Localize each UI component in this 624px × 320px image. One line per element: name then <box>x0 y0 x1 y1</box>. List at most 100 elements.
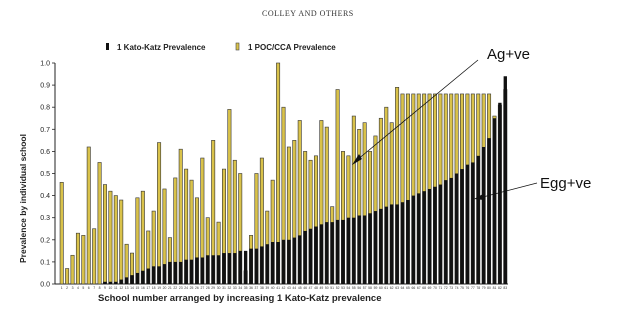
ag-arrowhead <box>352 154 362 165</box>
x-tick-label: 45 <box>298 286 302 290</box>
bar-kato-katz <box>222 253 226 284</box>
bar-kato-katz <box>157 266 161 284</box>
bar-kato-katz <box>476 155 480 284</box>
bar-kato-katz <box>135 272 140 284</box>
legend: 1 Kato-Katz Prevalence 1 POC/CCA Prevale… <box>106 42 336 52</box>
bar-kato-katz <box>298 235 302 284</box>
bar-kato-katz <box>384 206 388 284</box>
bar-kato-katz <box>303 230 307 284</box>
bar-kato-katz <box>368 213 372 284</box>
bar-kato-katz <box>287 239 291 284</box>
x-tick-label: 60 <box>379 286 383 290</box>
bar-kato-katz <box>168 261 172 284</box>
x-tick-label: 7 <box>93 286 95 290</box>
x-ticks: 1 2 3 4 5 6 7 8 9 10 11 12 13 14 15 16 17 18 19 20 21 22 23 24 2… <box>61 286 508 290</box>
x-tick-label: 23 <box>179 286 183 290</box>
x-tick-label: 39 <box>265 286 269 290</box>
bar-poc-cca <box>81 235 86 285</box>
bar-kato-katz <box>460 169 464 284</box>
egg-annotation-line <box>478 182 538 199</box>
x-tick-label: 62 <box>390 286 394 290</box>
bar-kato-katz <box>103 281 107 284</box>
bar-kato-katz <box>330 222 334 284</box>
bar-poc-cca <box>97 162 102 285</box>
x-axis-title: School number arranged by increasing 1 K… <box>98 293 382 304</box>
bar-kato-katz <box>233 253 237 284</box>
x-tick-label: 73 <box>449 286 453 290</box>
x-tick-label: 25 <box>190 286 194 290</box>
bar-kato-katz <box>444 180 448 284</box>
bar-kato-katz <box>254 248 259 284</box>
bar-kato-katz <box>195 257 199 284</box>
bar-kato-katz <box>184 259 188 284</box>
bar-kato-katz <box>146 268 150 284</box>
x-tick-label: 10 <box>109 286 113 290</box>
x-tick-label: 44 <box>292 286 296 290</box>
bar-kato-katz <box>362 215 367 284</box>
bar-kato-katz <box>487 138 491 284</box>
bar-kato-katz <box>357 215 361 284</box>
x-tick-label: 26 <box>195 286 199 290</box>
bars <box>59 62 508 285</box>
bar-kato-katz <box>114 281 118 284</box>
x-tick-label: 64 <box>401 286 405 290</box>
bar-kato-katz <box>492 118 497 284</box>
x-tick-label: 38 <box>260 286 264 290</box>
bar-poc-cca <box>119 199 124 285</box>
x-tick-label: 82 <box>498 286 502 290</box>
x-tick-label: 18 <box>152 286 156 290</box>
egg-annotation-label: Egg+ve <box>540 175 591 192</box>
bar-kato-katz <box>238 250 242 284</box>
legend-label-poc-cca: 1 POC/CCA Prevalence <box>248 43 336 52</box>
bar-kato-katz <box>265 244 269 284</box>
y-tick-label: 0.4 <box>40 193 50 200</box>
x-tick-label: 12 <box>119 286 123 290</box>
x-tick-label: 35 <box>244 286 248 290</box>
x-tick-label: 36 <box>249 286 253 290</box>
x-tick-label: 71 <box>438 286 442 290</box>
x-tick-label: 75 <box>460 286 464 290</box>
x-tick-label: 6 <box>88 286 90 290</box>
bar-kato-katz <box>373 211 378 284</box>
bar-kato-katz <box>249 248 253 284</box>
bar-poc-cca <box>75 232 80 285</box>
legend-swatch-poc-cca <box>235 42 240 51</box>
y-tick-label: 0.7 <box>40 127 50 134</box>
legend-label-kato-katz: 1 Kato-Katz Prevalence <box>117 43 206 52</box>
bar-kato-katz <box>108 281 113 284</box>
bar-kato-katz <box>281 239 286 284</box>
x-tick-label: 46 <box>303 286 307 290</box>
bar-kato-katz <box>162 264 167 284</box>
y-tick-label: 1.0 <box>40 61 50 68</box>
x-tick-label: 80 <box>487 286 491 290</box>
x-tick-label: 11 <box>114 286 118 290</box>
bar-kato-katz <box>216 255 221 284</box>
x-tick-label: 32 <box>228 286 232 290</box>
x-tick-label: 20 <box>163 286 167 290</box>
x-tick-label: 83 <box>503 286 507 290</box>
bar-kato-katz <box>390 204 394 284</box>
bar-poc-cca <box>92 228 97 285</box>
x-tick-label: 72 <box>444 286 448 290</box>
bar-kato-katz <box>179 261 183 284</box>
x-tick-label: 33 <box>233 286 237 290</box>
bar-kato-katz <box>422 191 426 284</box>
x-tick-label: 76 <box>466 286 470 290</box>
x-tick-label: 68 <box>422 286 426 290</box>
bar-kato-katz <box>292 237 296 284</box>
x-tick-label: 43 <box>287 286 291 290</box>
x-tick-label: 5 <box>82 286 84 290</box>
bar-poc-cca <box>103 184 107 285</box>
x-tick-label: 51 <box>330 286 334 290</box>
bar-kato-katz <box>471 162 475 284</box>
x-tick-label: 66 <box>411 286 415 290</box>
x-tick-label: 13 <box>125 286 129 290</box>
egg-arrowhead <box>474 194 484 200</box>
y-tick-label: 0.9 <box>40 83 50 90</box>
x-tick-label: 17 <box>146 286 150 290</box>
bar-kato-katz <box>189 259 194 284</box>
x-tick-label: 57 <box>363 286 367 290</box>
x-tick-label: 61 <box>384 286 388 290</box>
bar-poc-cca <box>70 254 75 285</box>
